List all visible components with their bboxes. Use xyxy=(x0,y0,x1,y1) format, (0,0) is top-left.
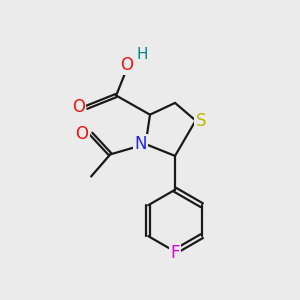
Text: O: O xyxy=(120,56,133,74)
Text: O: O xyxy=(72,98,85,116)
Text: F: F xyxy=(170,244,180,262)
Text: H: H xyxy=(137,47,148,62)
Text: N: N xyxy=(134,135,146,153)
Text: S: S xyxy=(196,112,206,130)
Text: O: O xyxy=(75,125,88,143)
